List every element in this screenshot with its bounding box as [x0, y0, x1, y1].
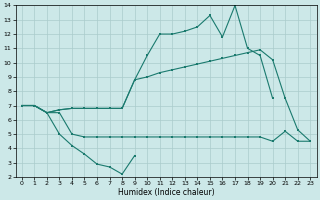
X-axis label: Humidex (Indice chaleur): Humidex (Indice chaleur)	[118, 188, 214, 197]
